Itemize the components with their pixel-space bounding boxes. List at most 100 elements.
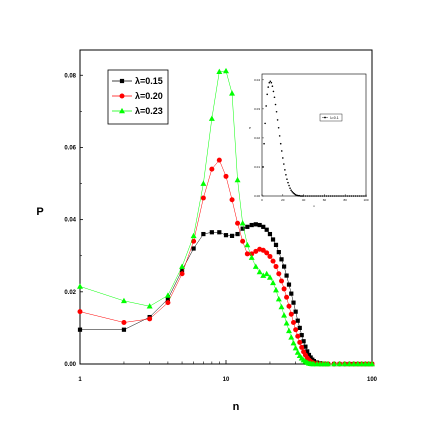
data-point [249, 222, 254, 228]
x-tick-label: 100 [367, 377, 378, 383]
data-point [248, 254, 255, 260]
inset-frame [261, 73, 367, 197]
data-point [179, 268, 185, 273]
data-point [244, 241, 251, 248]
legend-label: λ=0.23 [135, 106, 163, 116]
inset-data-point [350, 195, 353, 197]
inset-y-axis-title: P [249, 126, 251, 130]
inset-data-point [313, 195, 315, 197]
inset-data-point [334, 195, 336, 197]
data-point [297, 325, 302, 331]
data-point [303, 344, 308, 349]
inset-data-point [272, 90, 275, 93]
inset-data-point [271, 85, 274, 87]
y-axis-title: P [36, 206, 43, 218]
data-point [121, 327, 127, 332]
data-point [325, 360, 332, 367]
data-point [276, 271, 282, 277]
data-point [120, 297, 127, 304]
data-point [283, 320, 290, 326]
data-point [286, 327, 292, 334]
data-point [306, 352, 312, 358]
data-point [253, 222, 258, 227]
data-point [276, 250, 281, 255]
series-line [80, 224, 372, 365]
data-point [208, 115, 215, 121]
data-point [249, 251, 255, 257]
inset-data-point [338, 195, 340, 197]
data-point [77, 327, 83, 332]
data-point [291, 300, 296, 305]
inset-y-tick-label: 0.02 [254, 136, 260, 140]
legend-marker [119, 93, 125, 99]
data-point [369, 360, 375, 367]
data-point [270, 279, 277, 286]
data-point [266, 274, 273, 280]
inset-data-point [329, 195, 332, 197]
data-point [270, 237, 276, 242]
data-point [223, 233, 229, 238]
data-point [308, 355, 313, 360]
x-axis-title: n [233, 401, 240, 413]
data-point [299, 333, 304, 338]
inset-data-point [315, 195, 317, 197]
data-point [267, 231, 273, 237]
inset-data-point [304, 195, 307, 197]
inset-data-point [268, 81, 271, 84]
inset-data-point [264, 122, 266, 125]
data-point [284, 294, 290, 300]
inset-data-point [344, 195, 347, 197]
data-point [252, 263, 259, 269]
inset-x-tick-label: 0 [261, 198, 263, 202]
data-point [341, 360, 348, 367]
data-point [346, 360, 353, 367]
data-point [289, 291, 294, 296]
data-point [290, 339, 297, 346]
inset-data-point [269, 80, 272, 83]
data-point [216, 68, 223, 74]
data-point [279, 257, 284, 262]
data-point [297, 339, 303, 345]
data-point [201, 231, 206, 237]
inset-data-point [273, 96, 276, 99]
inset-x-tick-label: 40 [302, 198, 306, 202]
y-tick-label: 0.00 [64, 362, 76, 368]
legend-label: λ=0.15 [135, 76, 163, 86]
data-point [240, 226, 245, 231]
legend-marker [119, 78, 125, 84]
data-point [301, 339, 306, 344]
data-point [256, 268, 263, 275]
inset-data-point [280, 150, 283, 152]
data-point [253, 248, 259, 254]
data-point [209, 230, 214, 235]
data-point [288, 311, 294, 317]
data-point [191, 246, 196, 251]
inset-x-tick-label: 80 [344, 198, 348, 202]
data-point [229, 90, 236, 96]
data-point [273, 264, 279, 270]
data-point [223, 173, 229, 179]
data-point [147, 316, 153, 322]
inset-data-point [346, 195, 349, 197]
inset-legend-marker [324, 116, 326, 119]
inset-x-tick-label: 20 [281, 198, 285, 202]
data-point [281, 312, 288, 318]
inset-data-point [340, 195, 342, 197]
y-tick-label: 0.02 [64, 290, 76, 296]
inset-data-point [365, 195, 367, 197]
inset-x-axis-title: n [313, 204, 315, 208]
series-0 [77, 222, 375, 367]
inset-data-point [287, 181, 289, 184]
y-tick-label: 0.04 [64, 218, 76, 224]
data-point [284, 273, 289, 278]
inset-data-point [361, 195, 363, 197]
data-point [350, 360, 357, 367]
inset-data-point [263, 142, 265, 145]
inset-y-tick-label: 0.04 [254, 78, 260, 82]
y-tick-label: 0.06 [64, 145, 76, 151]
data-point [293, 327, 299, 333]
inset-legend-box [319, 113, 343, 122]
data-point [261, 224, 266, 229]
